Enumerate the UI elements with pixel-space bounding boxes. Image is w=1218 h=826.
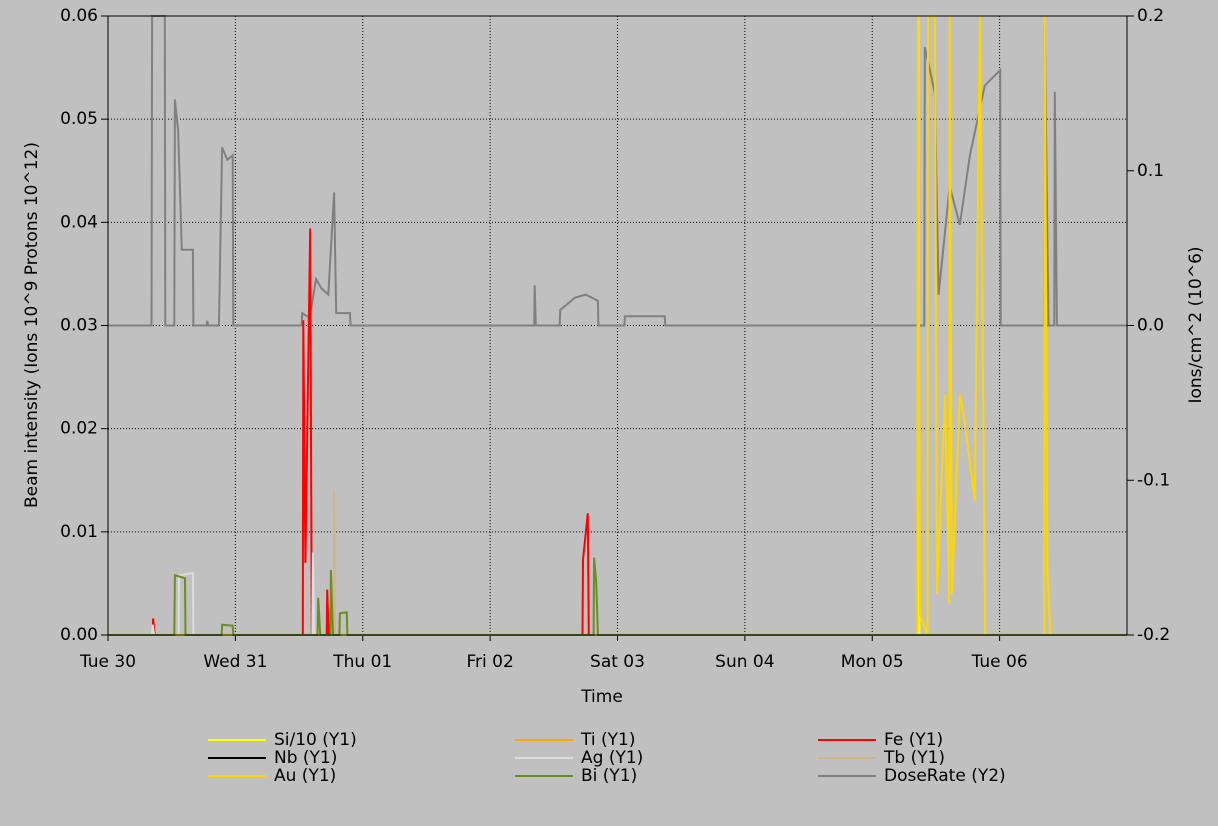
y-axis-label: Beam intensity (Ions 10^9 Protons 10^12) [22, 142, 42, 508]
x-axis-label: Time [580, 687, 623, 707]
legend-label: Au (Y1) [274, 766, 336, 786]
x-tick-label: Mon 05 [841, 652, 904, 672]
legend-label: Si/10 (Y1) [274, 730, 357, 750]
x-tick-label: Sun 04 [715, 652, 774, 672]
y2-tick-label: 0.1 [1137, 161, 1164, 181]
series-line [108, 552, 1127, 636]
y-tick-label: 0.01 [60, 522, 98, 542]
legend-label: Tb (Y1) [883, 748, 945, 768]
y-tick-label: 0.00 [60, 625, 98, 645]
y-tick-label: 0.06 [60, 6, 98, 26]
y2-tick-label: 0.2 [1137, 6, 1164, 26]
series-line [108, 15, 1127, 327]
y-tick-label: 0.03 [60, 316, 98, 336]
y-tick-label: 0.04 [60, 212, 98, 232]
x-tick-label: Wed 31 [203, 652, 267, 672]
y2-tick-label: -0.2 [1137, 625, 1170, 645]
legend-label: Fe (Y1) [884, 730, 943, 750]
y-tick-label: 0.02 [60, 419, 98, 439]
legend-label: Ag (Y1) [581, 748, 643, 768]
y2-axis-label: Ions/cm^2 (10^6) [1186, 246, 1206, 403]
y-tick-label: 0.05 [60, 109, 98, 129]
legend-label: Bi (Y1) [581, 766, 637, 786]
y2-tick-label: 0.0 [1137, 316, 1164, 336]
x-tick-label: Sat 03 [590, 652, 645, 672]
legend-label: DoseRate (Y2) [884, 766, 1006, 786]
legend-label: Nb (Y1) [274, 748, 337, 768]
x-tick-label: Tue 30 [79, 652, 136, 672]
x-tick-label: Tue 06 [971, 652, 1028, 672]
series-line [108, 15, 1127, 636]
legend-label: Ti (Y1) [580, 730, 635, 750]
x-tick-label: Thu 01 [332, 652, 392, 672]
x-tick-label: Fri 02 [466, 652, 513, 672]
y2-tick-label: -0.1 [1137, 470, 1170, 490]
plot-frame [107, 15, 1128, 636]
